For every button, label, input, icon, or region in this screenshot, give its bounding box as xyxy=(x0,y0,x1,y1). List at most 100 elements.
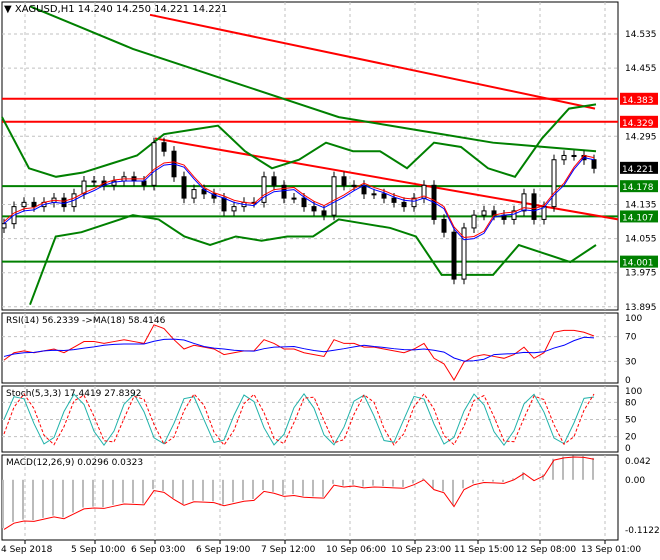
candle-body xyxy=(331,176,337,216)
candle-body xyxy=(321,210,327,216)
macd-histogram-bar xyxy=(272,479,274,492)
x-tick-label: 11 Sep 15:00 xyxy=(454,545,514,555)
candle-body xyxy=(231,206,237,212)
bollinger-lower xyxy=(29,214,597,306)
x-tick-label: 6 Sep 03:00 xyxy=(131,545,186,555)
trend-line-upper xyxy=(149,13,596,110)
macd-histogram-bar xyxy=(172,479,174,499)
macd-histogram-bar xyxy=(252,479,254,500)
macd-histogram-bar xyxy=(412,479,414,484)
macd-histogram-bar xyxy=(182,479,184,504)
candle-body xyxy=(21,201,27,208)
candle-body xyxy=(311,206,317,212)
macd-histogram-bar xyxy=(242,479,244,500)
y-tick-label: -0.1122 xyxy=(625,526,660,536)
price-label: 14.178 xyxy=(622,183,654,193)
candle-body xyxy=(161,142,167,152)
price-label: 14.221 xyxy=(622,165,654,175)
candle-body xyxy=(31,201,37,208)
macd-histogram-bar xyxy=(132,479,134,504)
price-label: 14.329 xyxy=(622,119,654,129)
rsi-ma-line xyxy=(3,336,595,362)
macd-histogram-bar xyxy=(92,479,94,507)
candle-body xyxy=(261,176,267,203)
price-label: 14.107 xyxy=(622,213,654,223)
dropdown-triangle-icon[interactable]: ▼ xyxy=(4,4,12,15)
candle-body xyxy=(281,184,287,199)
macd-histogram-bar xyxy=(22,479,24,520)
macd-histogram-bar xyxy=(32,479,34,521)
macd-histogram-bar xyxy=(362,479,364,487)
candle-body xyxy=(561,154,567,161)
candle-body xyxy=(291,197,297,200)
macd-signal-line xyxy=(3,456,595,530)
y-tick-label: 0.042 xyxy=(625,457,651,467)
macd-histogram-bar xyxy=(332,479,334,484)
macd-histogram-bar xyxy=(462,479,464,489)
candle-body xyxy=(401,201,407,208)
price-label-bg xyxy=(620,255,658,268)
macd-histogram-bar xyxy=(542,474,544,480)
macd-histogram-bar xyxy=(302,479,304,496)
macd-histogram-bar xyxy=(262,479,264,491)
candle-body xyxy=(371,193,377,196)
macd-histogram-bar xyxy=(82,479,84,508)
macd-histogram-bar xyxy=(72,479,74,513)
macd-histogram-bar xyxy=(222,479,224,505)
macd-title: MACD(12,26,9) 0.0296 0.0323 xyxy=(6,458,144,468)
macd-histogram-bar xyxy=(502,479,504,483)
macd-histogram-bar xyxy=(122,479,124,503)
stoch-title: Stoch(5,3,3) 17.4419 27.8392 xyxy=(6,389,142,399)
y-tick-label: 13.975 xyxy=(625,269,657,279)
y-tick-label: 0 xyxy=(625,444,631,454)
candle-body xyxy=(531,193,537,220)
price-label-bg xyxy=(620,161,658,174)
macd-histogram-bar xyxy=(102,479,104,508)
candle-body xyxy=(461,227,467,280)
macd-histogram-bar xyxy=(392,479,394,487)
macd-histogram-bar xyxy=(482,479,484,482)
macd-histogram-bar xyxy=(582,456,584,480)
moving-average-fast xyxy=(3,157,595,241)
candle-body xyxy=(81,180,87,195)
y-tick-label: 70 xyxy=(625,333,637,343)
candle-body xyxy=(221,197,227,212)
y-tick-label: 14.455 xyxy=(625,64,657,74)
close-value: 14.221 xyxy=(192,4,228,15)
macd-histogram-bar xyxy=(292,479,294,495)
macd-histogram-bar xyxy=(202,479,204,501)
price-label-bg xyxy=(620,180,658,193)
macd-histogram-bar xyxy=(472,479,474,484)
macd-histogram-bar xyxy=(2,479,4,529)
stoch-signal-line xyxy=(3,393,595,446)
panel-frame-1 xyxy=(1,312,619,384)
macd-histogram-bar xyxy=(562,456,564,480)
candle-body xyxy=(521,193,527,212)
macd-histogram-bar xyxy=(572,455,574,480)
macd-histogram-bar xyxy=(402,479,404,487)
bollinger-upper xyxy=(1,103,597,178)
candle-body xyxy=(391,197,397,203)
macd-histogram-bar xyxy=(342,479,344,486)
x-tick-label: 7 Sep 12:00 xyxy=(261,545,316,555)
candle-body xyxy=(451,231,457,280)
candle-body xyxy=(141,180,147,186)
x-tick-label: 12 Sep 08:00 xyxy=(516,545,576,555)
y-tick-label: 14.055 xyxy=(625,235,657,245)
x-tick-label: 10 Sep 06:00 xyxy=(326,545,386,555)
y-tick-label: 80 xyxy=(625,398,637,408)
candle-body xyxy=(91,180,97,183)
y-tick-label: 0 xyxy=(625,376,631,386)
y-tick-label: 14.295 xyxy=(625,132,657,142)
y-tick-label: 14.135 xyxy=(625,201,657,211)
y-tick-label: 100 xyxy=(625,387,642,397)
stoch-main-line xyxy=(3,392,595,447)
low-value: 14.221 xyxy=(154,4,190,15)
candle-body xyxy=(351,184,357,187)
y-tick-label: 14.535 xyxy=(625,30,657,40)
y-tick-label: 50 xyxy=(625,416,637,426)
rsi-line xyxy=(3,324,595,381)
candle-body xyxy=(591,159,597,169)
